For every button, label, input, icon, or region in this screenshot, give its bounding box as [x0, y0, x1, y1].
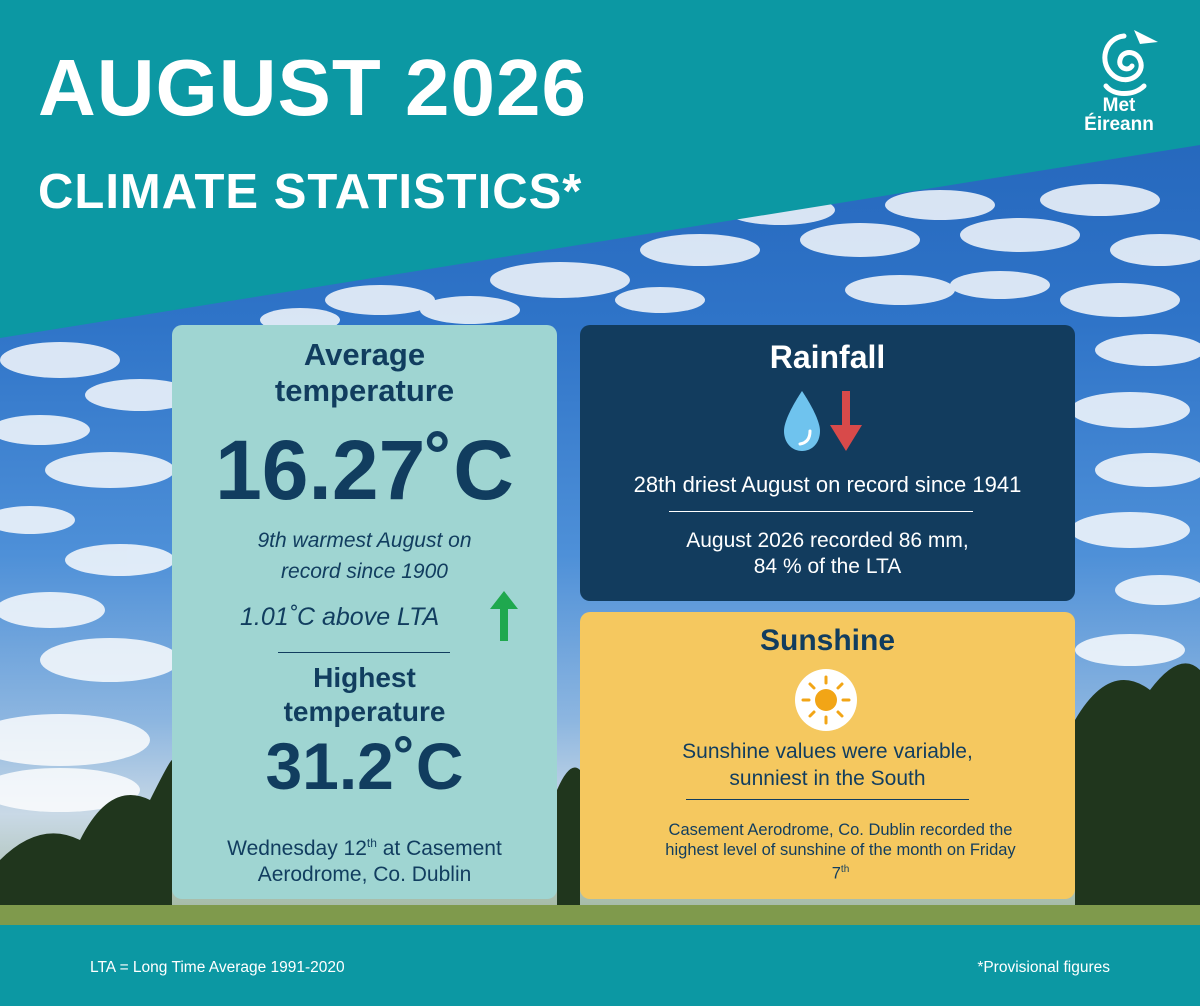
- temperature-divider: [278, 652, 450, 653]
- highest-temperature-location: Wednesday 12th at Casement Aerodrome, Co…: [227, 836, 502, 886]
- page-subtitle: CLIMATE STATISTICS*: [38, 165, 583, 219]
- temperature-rank: 9th warmest August on record since 1900: [257, 529, 472, 583]
- sunshine-description: Sunshine values were variable, sunniest …: [682, 740, 973, 790]
- footer: LTA = Long Time Average 1991-2020 *Provi…: [0, 925, 1200, 1006]
- highest-temperature-value: 31.2˚C: [265, 729, 464, 803]
- temperature-anomaly: 1.01˚C above LTA: [240, 603, 440, 631]
- rainfall-divider: [669, 511, 973, 512]
- up-arrow-icon: [490, 591, 518, 641]
- water-drop-icon: [784, 391, 862, 451]
- sunshine-title: Sunshine: [759, 624, 895, 657]
- logo-text: Met Éireann: [1084, 95, 1154, 135]
- average-temperature-title: Average temperature: [274, 337, 455, 408]
- provisional-note: *Provisional figures: [977, 959, 1110, 976]
- rainfall-amount: August 2026 recorded 86 mm, 84 % of the …: [686, 529, 969, 578]
- temperature-card: Average temperature 16.27˚C 9th warmest …: [172, 325, 557, 899]
- down-arrow-icon: [830, 391, 862, 451]
- page-title: AUGUST 2026: [38, 43, 587, 132]
- sun-icon: [795, 669, 857, 731]
- rainfall-rank: 28th driest August on record since 1941: [633, 472, 1022, 497]
- lta-note: LTA = Long Time Average 1991-2020: [90, 959, 345, 976]
- sunshine-record: Casement Aerodrome, Co. Dublin recorded …: [665, 821, 1016, 883]
- sunshine-divider: [686, 799, 969, 800]
- header-band: [0, 0, 1200, 338]
- highest-temperature-title: Highest temperature: [283, 662, 446, 727]
- average-temperature-value: 16.27˚C: [215, 423, 514, 517]
- met-eireann-logo-icon: [1102, 30, 1158, 96]
- rainfall-card: Rainfall 28th driest August on record si…: [580, 325, 1075, 601]
- rainfall-title: Rainfall: [769, 339, 886, 375]
- sunshine-card: Sunshine Sunshine values were variable, …: [580, 612, 1075, 899]
